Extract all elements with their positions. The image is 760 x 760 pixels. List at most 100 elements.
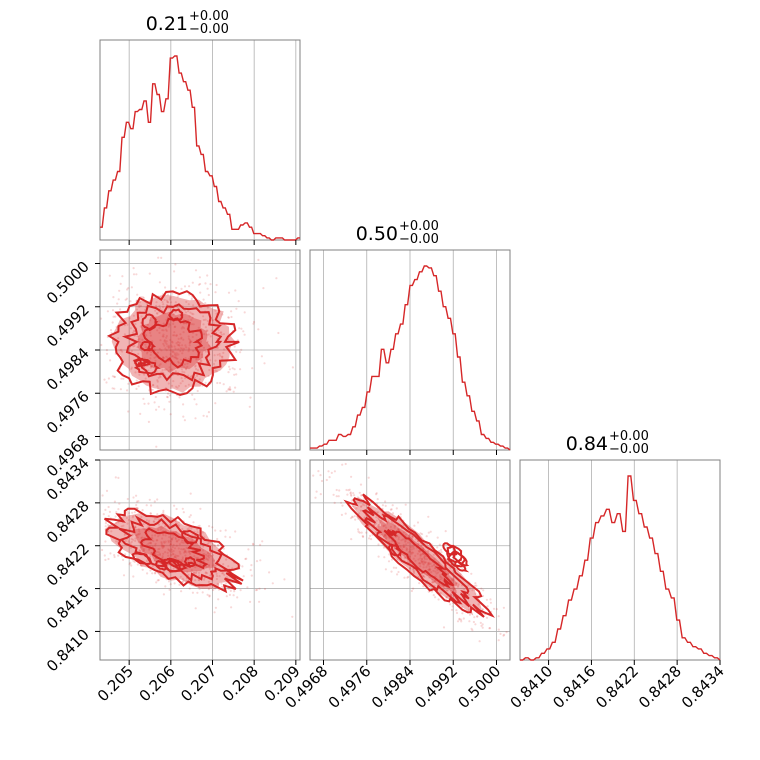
sample-point xyxy=(165,336,168,339)
sample-point xyxy=(445,595,448,598)
sample-point xyxy=(167,539,170,543)
sample-point xyxy=(164,585,167,588)
sample-point xyxy=(409,567,412,570)
contour-line-outer xyxy=(107,290,240,397)
sample-point xyxy=(187,337,190,340)
sample-point xyxy=(122,558,125,562)
diag-title-2: 0.84 +0.00−0.00 xyxy=(566,429,649,457)
sample-point xyxy=(222,563,225,566)
sample-point xyxy=(411,536,414,539)
sample-point xyxy=(216,582,219,585)
sample-point xyxy=(160,541,163,544)
sample-point xyxy=(216,381,219,385)
sample-point xyxy=(355,507,358,510)
sample-point xyxy=(177,337,180,340)
sample-point xyxy=(177,523,180,527)
sample-point xyxy=(160,542,163,545)
sample-point xyxy=(221,355,224,358)
sample-point xyxy=(360,531,363,534)
x-tick-label: 0.205 xyxy=(94,662,137,705)
sample-point xyxy=(341,504,344,507)
sample-point xyxy=(156,579,159,582)
sample-point xyxy=(393,547,396,550)
sample-point xyxy=(162,544,165,547)
sample-point xyxy=(169,368,172,371)
sample-point xyxy=(240,348,243,351)
sample-point xyxy=(139,563,142,567)
sample-point xyxy=(115,521,118,524)
sample-point xyxy=(130,537,133,541)
sample-point xyxy=(153,500,156,503)
sample-point xyxy=(157,535,160,538)
sample-point xyxy=(162,335,165,338)
x-tick-label: 0.4976 xyxy=(325,662,375,712)
sample-point xyxy=(132,559,135,562)
sample-point xyxy=(421,575,425,578)
sample-point xyxy=(497,628,500,631)
sample-point xyxy=(170,538,174,541)
sample-point xyxy=(125,516,128,520)
sample-point xyxy=(174,353,177,356)
sample-point xyxy=(132,273,136,276)
sample-point xyxy=(146,526,149,529)
sample-point xyxy=(174,370,177,373)
sample-point xyxy=(447,572,450,575)
sample-point xyxy=(420,533,424,536)
sample-point xyxy=(107,557,110,561)
sample-point xyxy=(202,298,205,301)
sample-point xyxy=(184,357,187,360)
sample-point xyxy=(148,272,151,275)
sample-point xyxy=(405,549,408,552)
sample-point xyxy=(208,595,211,598)
sample-point xyxy=(142,527,145,530)
sample-point xyxy=(138,340,141,343)
sample-point xyxy=(424,561,427,564)
sample-point xyxy=(215,577,218,581)
sample-point xyxy=(383,533,386,536)
sample-point xyxy=(153,517,156,520)
sample-point xyxy=(192,313,195,316)
sample-point xyxy=(128,317,131,320)
sample-point xyxy=(174,325,177,328)
sample-point xyxy=(150,551,153,555)
sample-point xyxy=(173,334,176,337)
sample-point xyxy=(168,536,171,539)
sample-point xyxy=(431,581,434,584)
sample-point xyxy=(422,546,425,550)
sample-point xyxy=(134,539,137,543)
sample-point xyxy=(412,570,416,573)
sample-point xyxy=(184,367,188,370)
sample-point xyxy=(367,476,370,479)
sample-point xyxy=(173,325,176,329)
sample-point xyxy=(186,570,189,574)
sample-point xyxy=(257,328,260,331)
sample-point xyxy=(103,378,106,381)
sample-point xyxy=(189,514,192,517)
sample-point xyxy=(320,479,324,483)
sample-point xyxy=(233,590,236,593)
sample-point xyxy=(130,286,133,289)
sample-point xyxy=(130,564,133,567)
sample-point xyxy=(216,353,219,356)
x-tick-label: 0.8428 xyxy=(635,662,685,712)
sample-point xyxy=(132,515,135,518)
sample-point xyxy=(202,549,205,552)
sample-point xyxy=(214,565,217,568)
sample-point xyxy=(319,493,322,496)
sample-point xyxy=(204,350,207,353)
sample-point xyxy=(190,527,193,530)
sample-point xyxy=(240,327,243,330)
sample-point xyxy=(207,374,210,378)
sample-point xyxy=(128,563,131,566)
sample-point xyxy=(224,529,227,532)
sample-point xyxy=(136,293,139,296)
sample-point xyxy=(380,519,383,522)
sample-point xyxy=(233,345,236,348)
sample-point xyxy=(392,566,395,569)
sample-point xyxy=(196,369,200,372)
sample-point xyxy=(404,503,407,506)
sample-point xyxy=(199,291,202,294)
x-tick-label: 0.8410 xyxy=(507,662,557,712)
sample-point xyxy=(147,420,150,423)
